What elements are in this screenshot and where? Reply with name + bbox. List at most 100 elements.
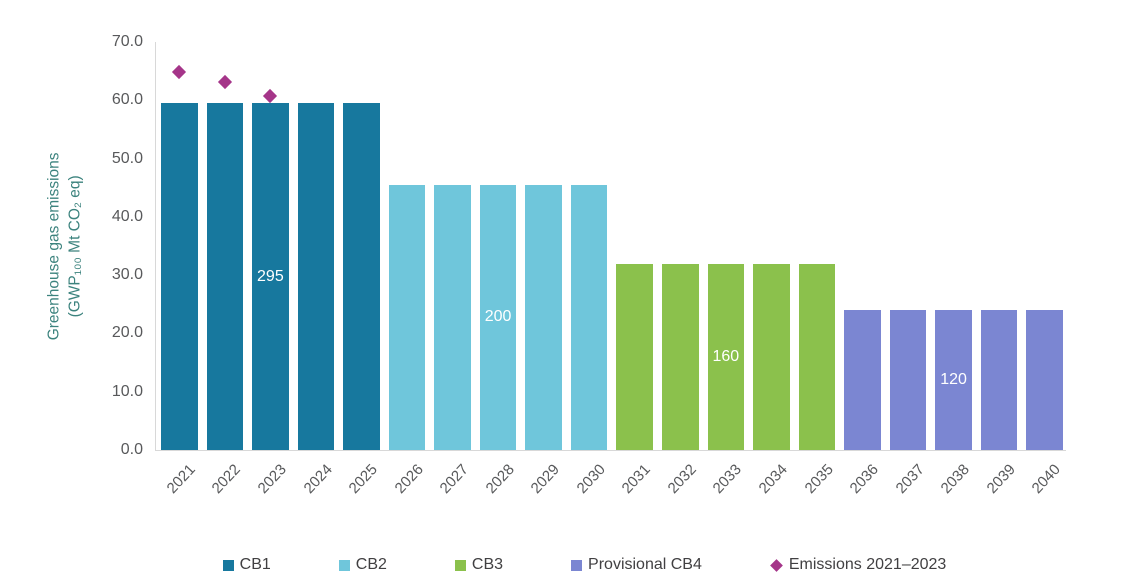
bar-column-2028: 200 (479, 42, 517, 450)
x-axis-label-2028: 2028 (482, 461, 518, 498)
legend-square-swatch-cb4-icon (571, 559, 583, 571)
legend-square-swatch-cb2-icon (338, 559, 350, 571)
legend-label-emissions-2021-2023: Emissions 2021–2023 (788, 556, 947, 573)
legend-label-cb1: CB1 (239, 556, 271, 573)
x-axis-cell-2034: 2034 (752, 451, 791, 509)
x-axis-cell-2035: 2035 (798, 451, 836, 509)
x-axis-label-2031: 2031 (618, 461, 655, 498)
bar-column-2027 (434, 42, 471, 450)
bar-column-2026 (388, 42, 426, 450)
bar-value-label-cb4: 120 (940, 371, 967, 389)
bar-column-2035 (798, 42, 836, 450)
y-axis-tick-label: 20.0 (111, 324, 143, 342)
x-axis-label-2022: 2022 (209, 461, 245, 498)
x-axis-label-2023: 2023 (254, 461, 290, 498)
y-axis-tick-label: 70.0 (111, 33, 143, 50)
bar-column-2034 (753, 42, 790, 450)
x-axis-label-2029: 2029 (527, 461, 564, 498)
x-axis-label-2040: 2040 (1028, 461, 1065, 498)
bar-2027 (434, 184, 471, 450)
bar-2030 (570, 184, 608, 450)
x-axis-cell-2029: 2029 (524, 451, 564, 509)
y-axis-tick-label: 40.0 (111, 207, 143, 225)
legend: CB1 CB2 CB3 Provisional CB4 Emissions 2021–2… (0, 548, 1125, 582)
legend-item-cb1: CB1 (222, 556, 271, 574)
bar-2034 (753, 263, 790, 450)
y-axis-tick-label: 0.0 (120, 441, 143, 458)
bar-2037 (889, 310, 927, 450)
x-axis-label-2038: 2038 (937, 461, 974, 498)
bar-column-2030 (570, 42, 608, 450)
bar-2031 (616, 263, 654, 450)
bar-column-2032 (662, 42, 699, 450)
x-axis-cell-2022: 2022 (206, 451, 245, 509)
x-axis-cell-2028: 2028 (479, 451, 518, 509)
bar-2038: 120 (935, 310, 972, 450)
legend-item-cb2: CB2 (338, 556, 387, 574)
bar-2021 (161, 103, 198, 450)
legend-item-cb4: Provisional CB4 (571, 556, 702, 574)
bar-column-2029 (525, 42, 562, 450)
bar-2026 (388, 184, 426, 450)
legend-label-cb3: CB3 (471, 556, 504, 573)
x-axis-cell-2023: 2023 (251, 451, 290, 509)
bar-2040 (1026, 310, 1063, 450)
x-axis-label-2030: 2030 (573, 461, 609, 498)
bar-2024 (297, 103, 335, 450)
x-axis-label-2032: 2032 (664, 461, 700, 498)
x-axis-label-2027: 2027 (436, 461, 472, 498)
emissions-point-2023 (263, 89, 278, 104)
y-axis-tick-label: 30.0 (111, 266, 143, 284)
bars: 295 200 160 120 (156, 42, 1066, 450)
bar-2036 (844, 310, 881, 450)
x-axis-label-2025: 2025 (345, 461, 381, 498)
x-axis-cell-2036: 2036 (843, 451, 882, 509)
plot-area: 295 200 160 120 (155, 42, 1066, 451)
x-axis-label-2039: 2039 (983, 461, 1019, 498)
y-axis-tick-label: 50.0 (111, 149, 143, 167)
bar-2029 (525, 184, 562, 450)
emissions-point-2021 (172, 64, 187, 79)
y-axis-tick-label: 60.0 (111, 91, 143, 109)
bar-column-2038: 120 (935, 42, 972, 450)
x-axis-cell-2031: 2031 (615, 451, 655, 509)
x-axis-label-2024: 2024 (300, 461, 336, 498)
bar-2039 (980, 310, 1018, 450)
x-axis-cell-2027: 2027 (433, 451, 472, 509)
x-axis-cell-2030: 2030 (570, 451, 609, 509)
y-axis-tick-label: 10.0 (111, 382, 143, 400)
x-axis-label-2021: 2021 (163, 461, 199, 498)
bar-column-2031 (616, 42, 654, 450)
x-axis-cell-2025: 2025 (342, 451, 381, 509)
bar-column-2033: 160 (707, 42, 745, 450)
y-axis-ticks: 0.0 10.0 20.0 30.0 40.0 50.0 60.0 70.0 (55, 33, 143, 458)
bar-column-2021 (161, 42, 198, 450)
bar-column-2025 (343, 42, 380, 450)
x-axis-labels: 2021 2022 2023 2024 2025 2026 2027 2028 2029 2030… (155, 451, 1065, 509)
legend-square-swatch-cb1-icon (222, 559, 234, 571)
bar-column-2036 (844, 42, 881, 450)
bar-column-2039 (980, 42, 1018, 450)
bar-2033: 160 (707, 263, 745, 450)
bar-2028: 200 (479, 184, 517, 450)
legend-label-cb4: Provisional CB4 (588, 556, 702, 573)
legend-diamond-swatch-emissions-2021-2023-icon (770, 558, 783, 572)
x-axis-cell-2040: 2040 (1025, 451, 1065, 509)
bar-2035 (798, 263, 836, 450)
bar-value-label-cb1: 295 (257, 267, 284, 285)
x-axis-label-2026: 2026 (391, 461, 427, 498)
x-axis-label-2037: 2037 (892, 461, 928, 498)
legend-label-cb2: CB2 (355, 556, 387, 573)
x-axis-cell-2037: 2037 (889, 451, 928, 509)
emissions-point-2022 (217, 75, 232, 90)
bar-column-2023: 295 (252, 42, 289, 450)
x-axis-label-2036: 2036 (846, 461, 882, 498)
x-axis-cell-2024: 2024 (297, 451, 336, 509)
bar-2025 (343, 103, 380, 450)
bar-2023: 295 (252, 103, 289, 450)
x-axis-cell-2039: 2039 (980, 451, 1019, 509)
x-axis-cell-2026: 2026 (388, 451, 427, 509)
x-axis-cell-2032: 2032 (661, 451, 700, 509)
legend-item-emissions-2021-2023: Emissions 2021–2023 (770, 556, 946, 574)
